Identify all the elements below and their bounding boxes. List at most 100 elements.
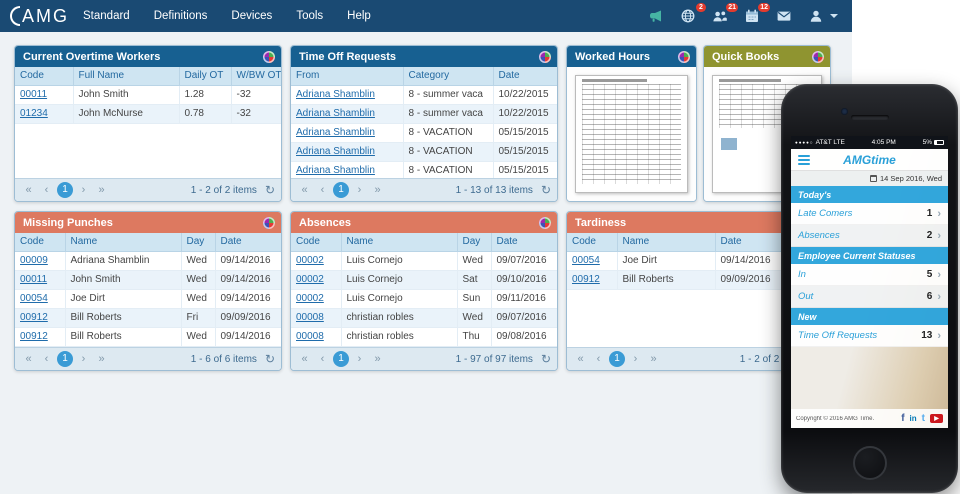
column-header[interactable]: Code [15,233,66,252]
first-page-button[interactable]: « [577,352,584,365]
last-page-button[interactable]: » [98,183,105,196]
column-header[interactable]: Daily OT [179,67,232,86]
column-header[interactable]: Date [215,233,281,252]
employee-code-link[interactable]: 00002 [296,274,324,285]
table-row[interactable]: 00002 Luis Cornejo Sun 09/11/2016 [291,289,557,309]
widget-menu-icon[interactable] [812,50,824,63]
prev-page-button[interactable]: ‹ [596,352,601,365]
column-header[interactable]: Name [65,233,182,252]
table-row[interactable]: 01234 John McNurse 0.78 -32 [15,104,281,124]
first-page-button[interactable]: « [301,352,308,365]
menu-tools[interactable]: Tools [296,10,324,22]
table-row[interactable]: 00008 christian robles Wed 09/07/2016 [291,308,557,328]
table-row[interactable]: 00002 Luis Cornejo Wed 09/07/2016 [291,251,557,271]
prev-page-button[interactable]: ‹ [320,183,325,196]
table-row[interactable]: 00009 Adriana Shamblin Wed 09/14/2016 [15,251,281,271]
table-row[interactable]: 00002 Luis Cornejo Sat 09/10/2016 [291,270,557,290]
column-header[interactable]: Code [291,233,342,252]
next-page-button[interactable]: › [81,352,86,365]
widget-menu-icon[interactable] [263,216,275,229]
twitter-icon[interactable]: t [921,413,925,424]
column-header[interactable]: Code [15,67,74,86]
next-page-button[interactable]: › [81,183,86,196]
last-page-button[interactable]: » [374,183,381,196]
phone-item-absences[interactable]: Absences 2 › [791,225,948,247]
table-row[interactable]: 00008 christian robles Thu 09/08/2016 [291,327,557,347]
prev-page-button[interactable]: ‹ [44,352,49,365]
column-header[interactable]: Name [341,233,458,252]
widget-menu-icon[interactable] [263,50,275,63]
employee-code-link[interactable]: 00912 [572,274,600,285]
first-page-button[interactable]: « [25,183,32,196]
last-page-button[interactable]: » [650,352,657,365]
people-icon[interactable]: 21 [712,2,738,25]
table-row[interactable]: Adriana Shamblin 8 - summer vaca 10/22/2… [291,85,557,105]
table-row[interactable]: Adriana Shamblin 8 - summer vaca 10/22/2… [291,104,557,124]
widget-menu-icon[interactable] [678,50,690,63]
column-header[interactable]: Day [457,233,492,252]
table-row[interactable]: 00912 Bill Roberts Wed 09/14/2016 [15,327,281,347]
menu-definitions[interactable]: Definitions [153,10,208,22]
current-page-button[interactable]: 1 [609,351,625,367]
next-page-button[interactable]: › [633,352,638,365]
employee-name-link[interactable]: Adriana Shamblin [296,108,375,119]
employee-code-link[interactable]: 00002 [296,255,324,266]
prev-page-button[interactable]: ‹ [44,183,49,196]
phone-item-in[interactable]: In 5 › [791,264,948,286]
next-page-button[interactable]: › [357,183,362,196]
facebook-icon[interactable]: f [901,413,905,424]
current-page-button[interactable]: 1 [333,182,349,198]
phone-item-out[interactable]: Out 6 › [791,286,948,308]
menu-help[interactable]: Help [347,10,371,22]
employee-code-link[interactable]: 01234 [20,108,48,119]
table-row[interactable]: Adriana Shamblin 8 - VACATION 05/15/2015 [291,161,557,178]
current-page-button[interactable]: 1 [57,182,73,198]
megaphone-icon[interactable] [648,8,666,25]
employee-code-link[interactable]: 00912 [20,331,48,342]
column-header[interactable]: Date [491,233,557,252]
table-row[interactable]: 00912 Bill Roberts Fri 09/09/2016 [15,308,281,328]
column-header[interactable]: From [291,67,404,86]
employee-code-link[interactable]: 00054 [572,255,600,266]
last-page-button[interactable]: » [374,352,381,365]
first-page-button[interactable]: « [301,183,308,196]
employee-name-link[interactable]: Adriana Shamblin [296,127,375,138]
table-row[interactable]: Adriana Shamblin 8 - VACATION 05/15/2015 [291,123,557,143]
phone-item-late-comers[interactable]: Late Comers 1 › [791,203,948,225]
column-header[interactable]: Name [617,233,716,252]
employee-name-link[interactable]: Adriana Shamblin [296,89,375,100]
column-header[interactable]: W/BW OT [231,67,281,86]
table-row[interactable]: Adriana Shamblin 8 - VACATION 05/15/2015 [291,142,557,162]
employee-name-link[interactable]: Adriana Shamblin [296,146,375,157]
user-profile-menu[interactable] [808,8,838,25]
refresh-icon[interactable]: ↻ [540,183,551,197]
table-row[interactable]: 00011 John Smith Wed 09/14/2016 [15,270,281,290]
employee-name-link[interactable]: Adriana Shamblin [296,165,375,176]
widget-menu-icon[interactable] [539,216,551,229]
youtube-icon[interactable]: ▶ [930,414,943,423]
refresh-icon[interactable]: ↻ [540,352,551,366]
employee-code-link[interactable]: 00002 [296,293,324,304]
employee-code-link[interactable]: 00011 [20,274,48,285]
employee-code-link[interactable]: 00009 [20,255,48,266]
employee-code-link[interactable]: 00054 [20,293,48,304]
refresh-icon[interactable]: ↻ [264,183,275,197]
phone-item-time-off-requests[interactable]: Time Off Requests 13 › [791,325,948,347]
envelope-icon[interactable] [776,8,794,25]
employee-code-link[interactable]: 00008 [296,312,324,323]
column-header[interactable]: Full Name [73,67,180,86]
table-row[interactable]: 00054 Joe Dirt Wed 09/14/2016 [15,289,281,309]
current-page-button[interactable]: 1 [57,351,73,367]
menu-devices[interactable]: Devices [231,10,273,22]
employee-code-link[interactable]: 00008 [296,331,324,342]
employee-code-link[interactable]: 00912 [20,312,48,323]
first-page-button[interactable]: « [25,352,32,365]
column-header[interactable]: Date [493,67,557,86]
linkedin-icon[interactable]: in [909,414,917,423]
worked-hours-report-preview[interactable] [575,75,688,193]
table-row[interactable]: 00011 John Smith 1.28 -32 [15,85,281,105]
column-header[interactable]: Day [181,233,216,252]
employee-code-link[interactable]: 00011 [20,89,48,100]
prev-page-button[interactable]: ‹ [320,352,325,365]
amg-logo[interactable]: AMG [10,6,69,27]
